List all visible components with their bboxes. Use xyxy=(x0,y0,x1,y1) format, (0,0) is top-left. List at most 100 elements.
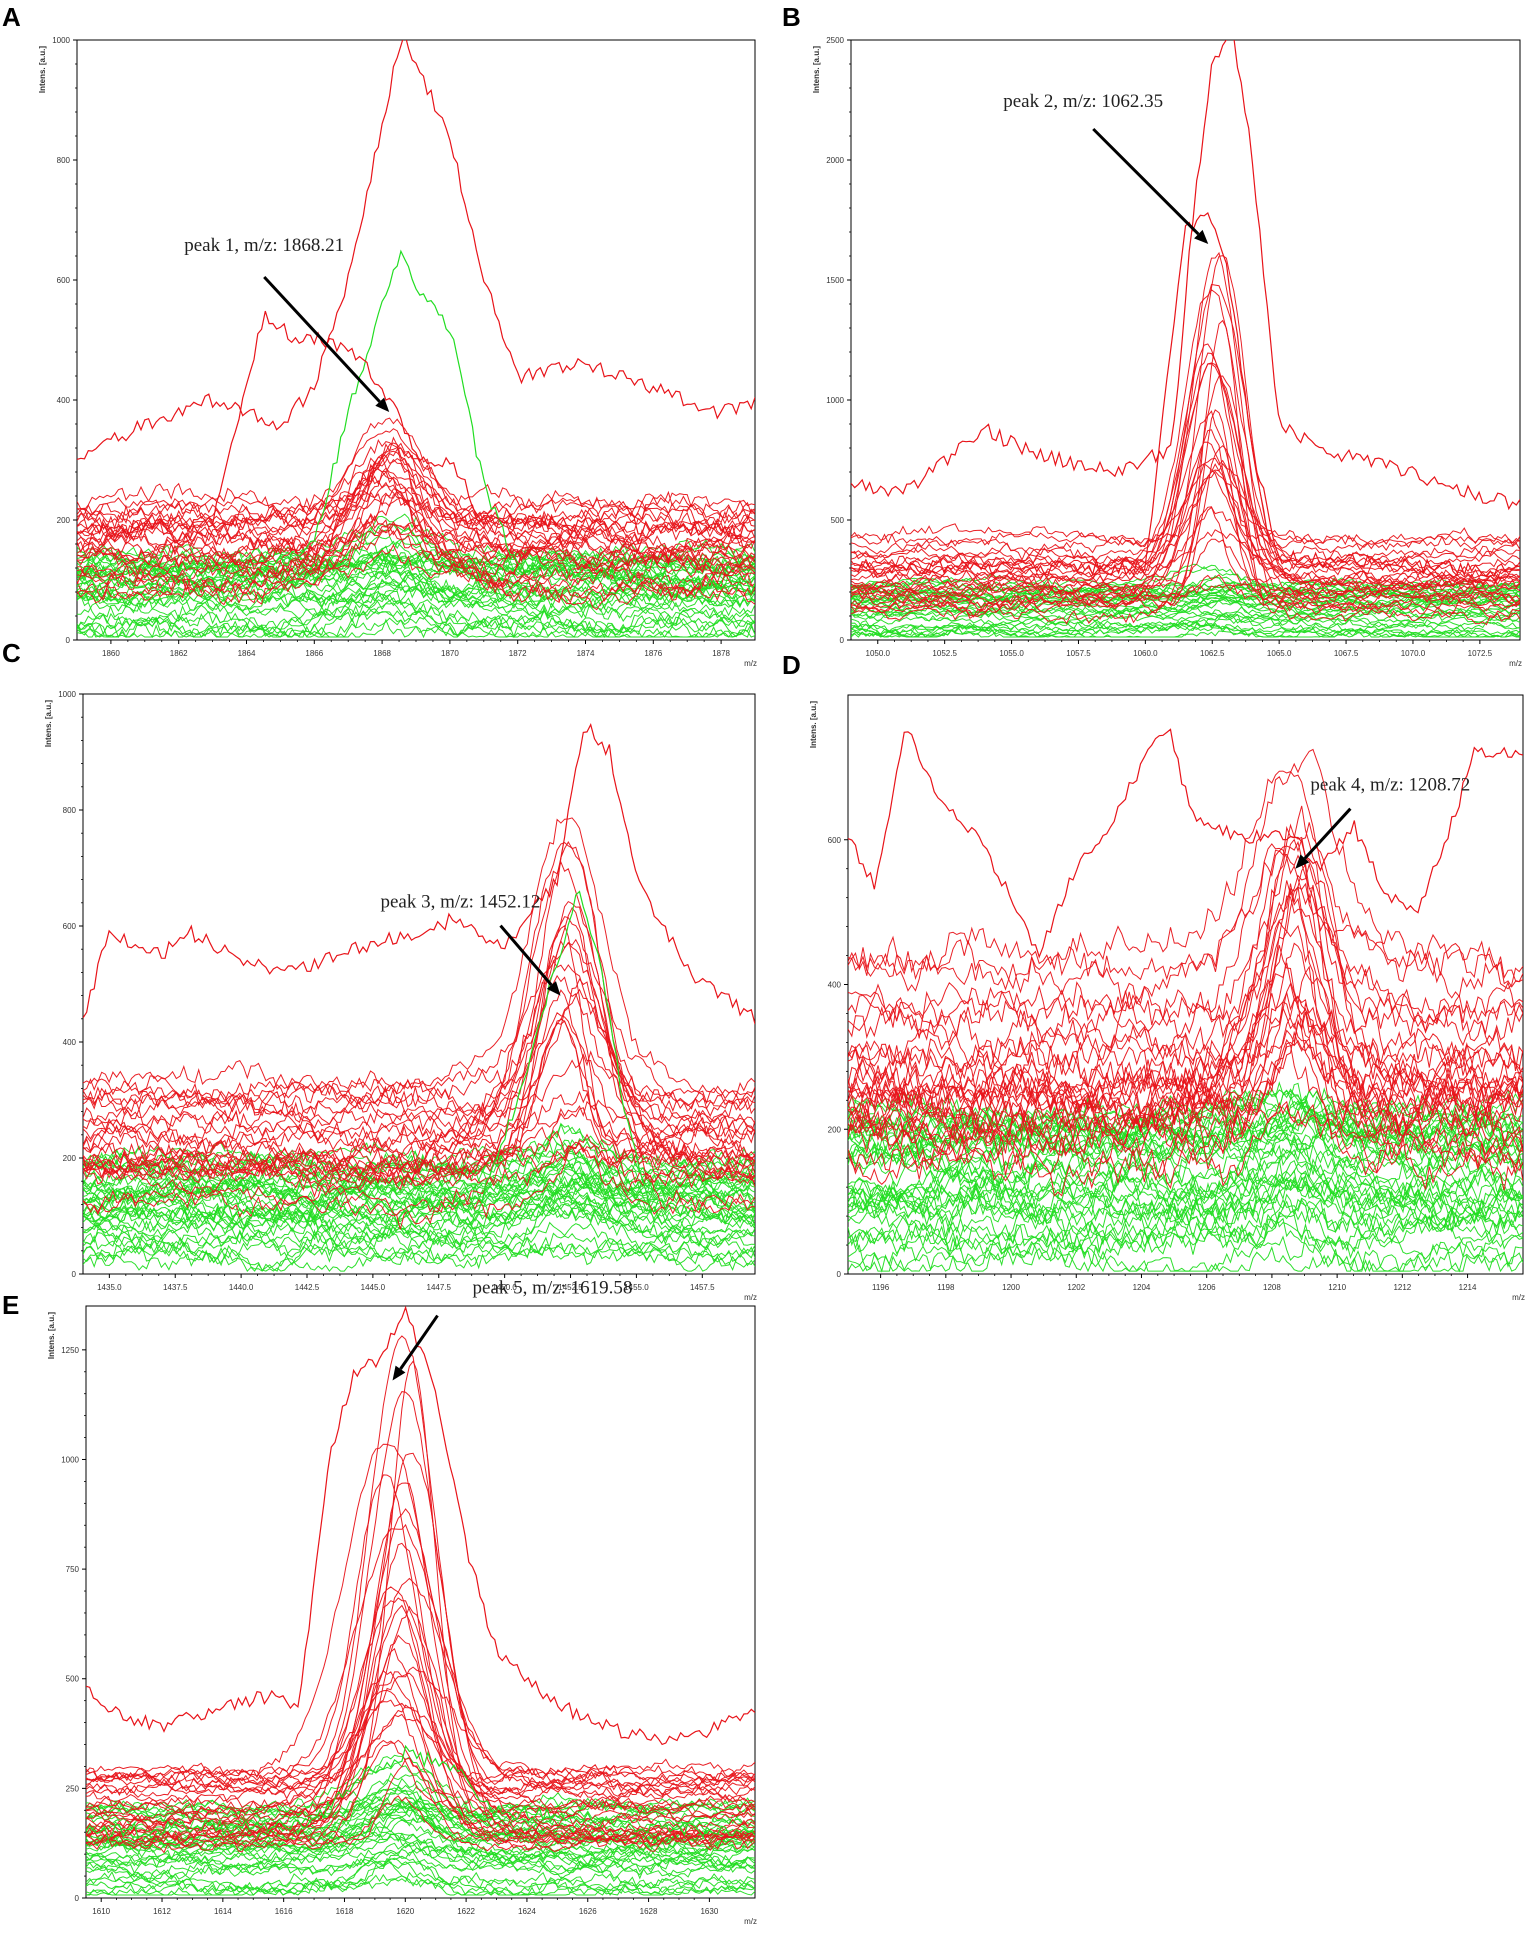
annotation-arrowhead xyxy=(375,397,390,412)
x-tick-label: 1196 xyxy=(872,1283,890,1292)
spectrum-line-red xyxy=(77,516,755,600)
x-tick-label: 1447.5 xyxy=(427,1283,452,1292)
spectrum-line-green xyxy=(83,1150,755,1195)
spectrum-line-red xyxy=(851,251,1520,593)
spectrum-line-red xyxy=(851,429,1520,556)
x-tick-label: 1057.5 xyxy=(1066,649,1091,658)
x-tick-label: 1860 xyxy=(102,649,120,658)
spectrum-line-red xyxy=(83,1107,755,1189)
spectrum-line-green xyxy=(83,1189,755,1233)
peak-annotation-label: peak 3, m/z: 1452.12 xyxy=(381,892,541,913)
y-tick-label: 200 xyxy=(828,1125,842,1134)
spectrum-line-red xyxy=(848,805,1523,1043)
spectrum-line-red xyxy=(86,1474,755,1786)
spectrum-line-red xyxy=(848,990,1523,1168)
spectrum-line-red xyxy=(83,1012,755,1158)
x-tick-label: 1214 xyxy=(1459,1283,1477,1292)
spectrum-line-red xyxy=(851,283,1520,595)
x-tick-label: 1864 xyxy=(238,649,256,658)
spectrum-line-red xyxy=(83,1133,755,1198)
y-tick-label: 2000 xyxy=(826,156,844,165)
spectrum-line-red xyxy=(83,938,755,1111)
spectrum-line-red xyxy=(86,1577,755,1787)
spectrum-line-red xyxy=(848,1030,1523,1176)
spectrum-line-red xyxy=(848,1100,1523,1197)
spectrum-line-red xyxy=(851,410,1520,554)
spectrum-line-green xyxy=(848,1240,1523,1273)
y-tick-label: 0 xyxy=(66,636,71,645)
x-tick-label: 1065.0 xyxy=(1267,649,1292,658)
spectrum-line-red xyxy=(86,1669,755,1849)
spectrum-line-green xyxy=(848,1109,1523,1161)
spectrum-line-green xyxy=(77,610,755,639)
plot-area xyxy=(847,694,1524,1275)
spectrum-line-green xyxy=(848,1205,1523,1260)
spectrum-line-red xyxy=(848,850,1523,990)
y-tick-label: 600 xyxy=(828,836,842,845)
spectrum-line-red xyxy=(83,974,755,1154)
y-tick-label: 1000 xyxy=(826,396,844,405)
spectrum-line-red xyxy=(848,883,1523,1132)
spectrum-line-red xyxy=(86,1634,755,1844)
spectrum-line-red xyxy=(851,457,1520,550)
spectrum-line-red xyxy=(848,882,1523,1131)
y-axis-label: Intens. [a.u.] xyxy=(812,46,821,93)
spectrum-line-green xyxy=(86,1777,755,1838)
spectrum-line-red xyxy=(77,493,755,560)
spectrum-line-green xyxy=(86,1860,755,1896)
x-tick-label: 1626 xyxy=(579,1907,597,1916)
x-tick-label: 1198 xyxy=(937,1283,955,1292)
y-tick-label: 1250 xyxy=(61,1346,79,1355)
spectrum-line-red xyxy=(86,1795,755,1853)
y-tick-label: 600 xyxy=(63,922,77,931)
x-tick-label: 1862 xyxy=(170,649,188,658)
spectrum-line-red xyxy=(851,538,1520,591)
y-tick-label: 0 xyxy=(840,636,845,645)
x-tick-label: 1200 xyxy=(1002,1283,1020,1292)
spectrum-line-red xyxy=(848,862,1523,1092)
series-line-red-peak2 xyxy=(851,212,1520,578)
x-tick-label: 1866 xyxy=(305,649,323,658)
spectrum-line-red xyxy=(851,363,1520,585)
spectrum-line-red xyxy=(86,1704,755,1794)
spectrum-line-green xyxy=(848,1198,1523,1250)
spectrum-line-green xyxy=(848,1168,1523,1231)
y-tick-label: 1500 xyxy=(826,276,844,285)
x-axis-label: m/z xyxy=(1512,1293,1525,1302)
spectrum-line-green xyxy=(83,1238,755,1272)
spectrum-line-red xyxy=(83,860,755,1133)
spectrum-line-red xyxy=(851,352,1520,575)
y-tick-label: 800 xyxy=(63,806,77,815)
y-axis-label: Intens. [a.u.] xyxy=(47,1312,56,1359)
x-tick-label: 1050.0 xyxy=(866,649,891,658)
annotation-arrow xyxy=(499,924,553,986)
spectrum-line-red xyxy=(848,843,1523,1028)
x-tick-label: 1610 xyxy=(92,1907,110,1916)
spectrum-line-green xyxy=(848,1090,1523,1150)
x-tick-label: 1457.5 xyxy=(690,1283,715,1292)
spectrum-line-green xyxy=(86,1833,755,1869)
spectrum-line-green xyxy=(848,1169,1523,1224)
spectrum-line-red xyxy=(851,470,1520,604)
y-tick-label: 1000 xyxy=(58,690,76,699)
x-tick-label: 1874 xyxy=(577,649,595,658)
spectrum-line-green xyxy=(83,1235,755,1272)
spectrum-line-green xyxy=(77,604,755,637)
y-tick-label: 250 xyxy=(66,1784,80,1793)
spectrum-line-green xyxy=(848,1201,1523,1260)
spectrum-line-green xyxy=(851,613,1520,636)
spectrum-line-red xyxy=(83,906,755,1112)
chart-svg-d: 0 200 400 600 1196 1198 1200 1202 1204 1206 1208 12… xyxy=(809,694,1525,1302)
y-tick-label: 1000 xyxy=(61,1455,79,1464)
peak-annotation-label: peak 1, m/z: 1868.21 xyxy=(184,235,344,256)
x-tick-label: 1876 xyxy=(644,649,662,658)
annotation-arrowhead xyxy=(1194,229,1209,244)
spectrum-line-red xyxy=(848,942,1523,1153)
spectrum-line-red xyxy=(83,1126,755,1188)
peak-annotation-label: peak 2, m/z: 1062.35 xyxy=(1003,91,1163,112)
spectrum-line-red xyxy=(86,1542,755,1790)
y-tick-label: 2500 xyxy=(826,36,844,45)
y-tick-label: 200 xyxy=(57,516,71,525)
spectrum-line-red xyxy=(83,900,755,1230)
spectrum-line-red xyxy=(86,1671,755,1809)
